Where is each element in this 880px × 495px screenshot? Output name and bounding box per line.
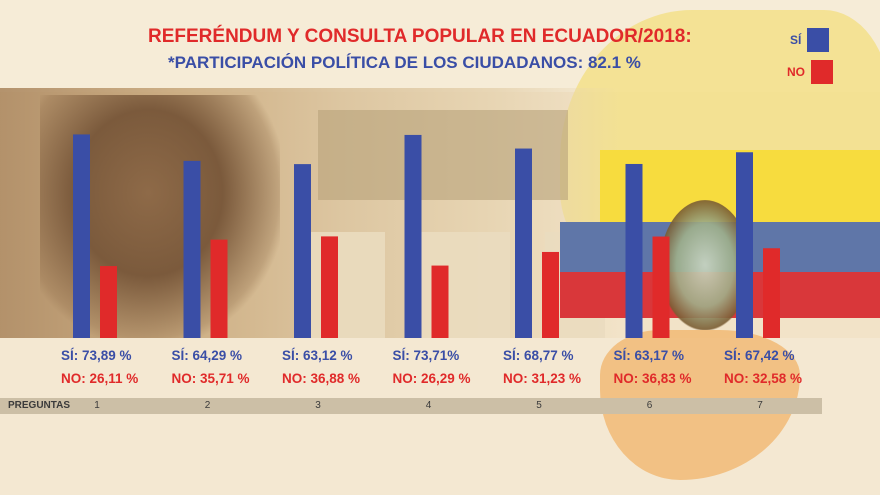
chart-title: REFERÉNDUM Y CONSULTA POPULAR EN ECUADOR… (148, 26, 692, 47)
legend-item-si: SÍ (790, 28, 830, 52)
bar-si-6 (625, 163, 643, 338)
x-axis-label: PREGUNTAS (8, 400, 71, 411)
data-label-no-6: NO: 36,83 % (613, 371, 692, 386)
data-label-no-7: NO: 32,58 % (724, 371, 803, 386)
legend-item-no: NO (787, 60, 833, 84)
legend-swatch-si (807, 28, 830, 52)
bar-no-1 (100, 266, 117, 338)
bar-no-4 (431, 265, 449, 338)
data-label-si-3: SÍ: 63,12 % (282, 348, 353, 363)
bar-no-7 (763, 248, 780, 338)
legend-label-si: SÍ (790, 33, 802, 47)
tick-label-6: 6 (646, 400, 653, 411)
tick-label-3: 3 (315, 400, 321, 411)
tick-label-7: 7 (757, 400, 763, 411)
data-label-no-5: NO: 31,23 % (503, 371, 582, 386)
bar-si-4 (404, 134, 422, 338)
data-label-no-1: NO: 26,11 % (61, 371, 139, 386)
tick-label-1: 1 (94, 400, 100, 411)
data-label-si-2: SÍ: 64,29 % (171, 348, 243, 363)
bar-si-1 (73, 134, 90, 338)
bar-si-3 (294, 164, 311, 338)
data-label-no-4: NO: 26,29 % (392, 371, 471, 386)
data-label-si-6: SÍ: 63,17 % (613, 348, 685, 363)
tick-label-2: 2 (204, 400, 211, 411)
bar-si-7 (736, 152, 753, 338)
bar-no-6 (652, 236, 670, 338)
legend-label-no: NO (787, 65, 805, 79)
data-label-si-1: SÍ: 73,89 % (61, 348, 132, 363)
tick-label-5: 5 (536, 400, 542, 411)
data-label-no-2: NO: 35,71 % (171, 371, 250, 386)
bar-no-5 (542, 251, 559, 338)
tick-label-4: 4 (425, 400, 432, 411)
bar-si-2 (183, 160, 201, 338)
data-label-si-5: SÍ: 68,77 % (503, 348, 574, 363)
data-label-no-3: NO: 36,88 % (282, 371, 361, 386)
legend-swatch-no (811, 60, 833, 84)
bar-si-5 (515, 148, 532, 338)
bar-no-2 (210, 239, 228, 338)
bar-no-3 (321, 236, 338, 338)
ecuador-coat-of-arms (660, 200, 750, 330)
data-label-si-4: SÍ: 73,71% (392, 348, 460, 363)
photo-ballot-box (300, 232, 385, 338)
chart-subtitle: *PARTICIPACIÓN POLÍTICA DE LOS CIUDADANO… (168, 53, 641, 72)
data-label-si-7: SÍ: 67,42 % (724, 348, 795, 363)
preguntas-axis-bar (0, 398, 822, 414)
